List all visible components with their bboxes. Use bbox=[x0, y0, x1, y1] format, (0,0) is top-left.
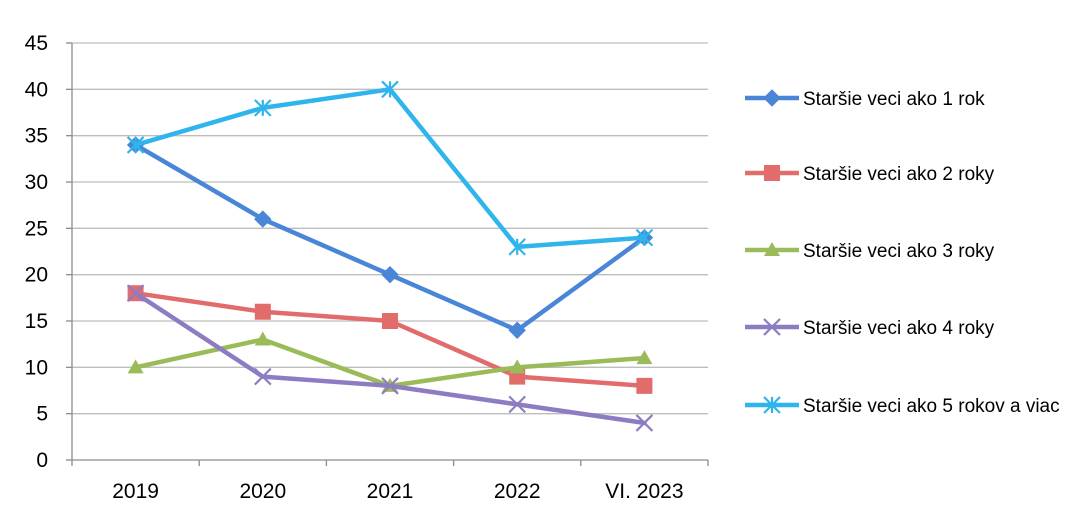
legend-marker bbox=[764, 242, 780, 256]
series-line bbox=[133, 290, 647, 389]
data-point bbox=[127, 359, 144, 374]
square-marker bbox=[636, 377, 653, 394]
y-tick-label: 15 bbox=[25, 310, 48, 333]
diamond-marker bbox=[381, 265, 399, 284]
data-point bbox=[254, 99, 272, 117]
triangle-marker bbox=[636, 350, 653, 365]
square-marker bbox=[382, 313, 398, 329]
y-tick-label: 25 bbox=[25, 217, 48, 240]
x-tick-label: 2022 bbox=[494, 480, 541, 503]
data-point bbox=[254, 303, 271, 320]
gridlines bbox=[72, 42, 708, 415]
legend-label-line: Staršie veci ako 2 roky bbox=[803, 164, 995, 185]
y-tick-label: 10 bbox=[25, 356, 48, 379]
data-point bbox=[382, 313, 398, 329]
legend: Staršie veci ako 1 rok Staršie veci ako 2… bbox=[745, 89, 1060, 417]
data-point bbox=[381, 80, 399, 99]
data-point bbox=[508, 395, 526, 414]
data-point bbox=[635, 228, 654, 247]
series-line bbox=[133, 290, 647, 426]
data-point bbox=[381, 265, 399, 284]
y-tick-label: 40 bbox=[25, 78, 48, 101]
data-point bbox=[635, 414, 654, 432]
series-5 bbox=[126, 80, 654, 256]
legend-item-1: Staršie veci ako 1 rok bbox=[745, 89, 985, 110]
legend-label-line: Staršie veci ako 1 rok bbox=[803, 89, 985, 110]
legend-label: Staršie veci ako 4 roky bbox=[803, 318, 995, 339]
triangle-marker bbox=[509, 359, 526, 374]
y-tick-label: 35 bbox=[25, 125, 48, 148]
data-point bbox=[254, 331, 271, 346]
series-1 bbox=[126, 136, 654, 339]
data-point bbox=[508, 238, 526, 256]
legend-item-2: Staršie veci ako 2 roky bbox=[745, 164, 995, 185]
triangle-marker bbox=[764, 242, 780, 256]
legend-item-4: Staršie veci ako 4 roky bbox=[745, 318, 995, 339]
series-line bbox=[133, 87, 647, 250]
y-tick-label: 20 bbox=[25, 264, 48, 287]
legend-label-line: Staršie veci ako 5 rokov a viac bbox=[803, 396, 1060, 417]
data-point bbox=[126, 284, 145, 302]
data-point bbox=[381, 377, 399, 395]
data-point bbox=[254, 367, 272, 386]
x-tick-label: 2019 bbox=[112, 480, 159, 503]
legend-marker bbox=[763, 396, 781, 414]
y-tick-label: 5 bbox=[36, 403, 48, 426]
x-marker-stroke bbox=[508, 395, 526, 414]
legend-label: Staršie veci ako 1 rok bbox=[803, 89, 985, 110]
data-point bbox=[508, 321, 526, 339]
x-marker-stroke bbox=[381, 377, 399, 395]
data-point bbox=[636, 377, 653, 394]
diamond-marker bbox=[254, 210, 272, 228]
legend-label-line: Staršie veci ako 3 roky bbox=[803, 241, 995, 262]
triangle-marker bbox=[127, 359, 144, 374]
x-tick-label: 2020 bbox=[239, 480, 286, 503]
y-tick-label: 45 bbox=[25, 32, 48, 55]
data-point bbox=[126, 136, 145, 154]
legend-item-5: Staršie veci ako 5 rokov a viac bbox=[745, 396, 1060, 417]
legend-marker bbox=[763, 318, 781, 336]
diamond-marker bbox=[508, 321, 526, 339]
data-point bbox=[254, 210, 272, 228]
x-marker-stroke bbox=[635, 414, 654, 432]
legend-label-line: Staršie veci ako 4 roky bbox=[803, 318, 995, 339]
legend-label: Staršie veci ako 3 roky bbox=[803, 241, 995, 262]
y-tick-label: 0 bbox=[36, 449, 48, 472]
x-marker-stroke bbox=[254, 367, 272, 386]
series-lines bbox=[126, 80, 654, 432]
diamond-marker bbox=[763, 89, 781, 107]
triangle-marker bbox=[254, 331, 271, 346]
square-marker bbox=[764, 165, 780, 181]
axes: 0 5 10 15 20 25 30 35 40 45 2019 2020 2021 2022 VI. 20… bbox=[25, 32, 709, 503]
legend-marker bbox=[763, 89, 781, 107]
square-marker bbox=[254, 303, 271, 320]
x-tick-label: VI. 2023 bbox=[605, 480, 683, 503]
x-marker-stroke bbox=[763, 318, 781, 336]
legend-item-3: Staršie veci ako 3 roky bbox=[745, 241, 995, 262]
legend-marker bbox=[764, 165, 780, 181]
y-tick-label: 30 bbox=[25, 171, 48, 194]
x-tick-label: 2021 bbox=[367, 480, 414, 503]
series-4 bbox=[126, 284, 654, 432]
data-point bbox=[509, 359, 526, 374]
legend-label: Staršie veci ako 2 roky bbox=[803, 164, 995, 185]
x-marker-stroke bbox=[126, 284, 145, 302]
data-point bbox=[636, 350, 653, 365]
legend-label: Staršie veci ako 5 rokov a viac bbox=[803, 396, 1060, 417]
